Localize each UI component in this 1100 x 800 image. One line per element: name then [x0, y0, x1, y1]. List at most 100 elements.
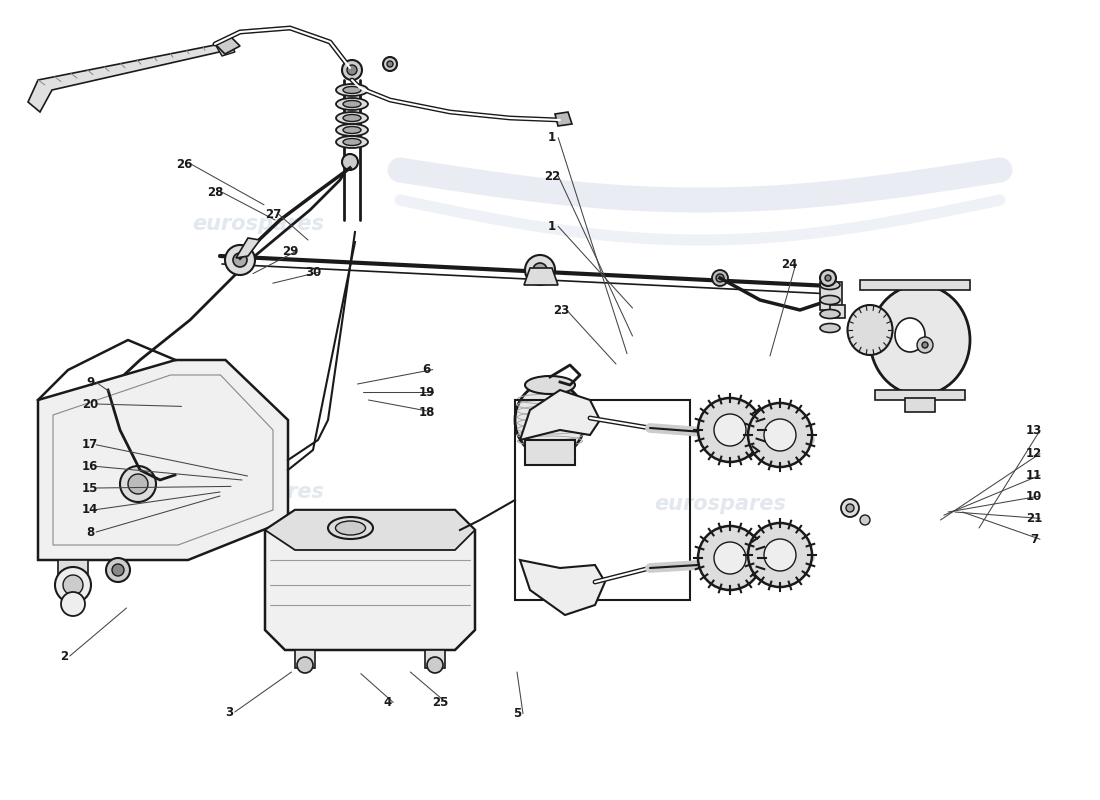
Circle shape	[534, 263, 547, 277]
Ellipse shape	[336, 124, 368, 136]
Text: 1: 1	[548, 220, 557, 233]
Text: 2: 2	[59, 650, 68, 662]
Circle shape	[387, 61, 393, 67]
Circle shape	[748, 523, 812, 587]
Circle shape	[233, 253, 248, 267]
Circle shape	[698, 398, 762, 462]
Circle shape	[128, 474, 148, 494]
Polygon shape	[39, 360, 288, 560]
Polygon shape	[214, 36, 240, 54]
Ellipse shape	[870, 285, 970, 395]
Circle shape	[346, 65, 358, 75]
Text: 9: 9	[86, 376, 95, 389]
Circle shape	[714, 542, 746, 574]
Polygon shape	[58, 560, 88, 585]
Text: 14: 14	[82, 503, 98, 516]
Circle shape	[842, 499, 859, 517]
Polygon shape	[556, 112, 572, 126]
Text: 1: 1	[548, 131, 557, 144]
Circle shape	[716, 274, 724, 282]
Circle shape	[427, 657, 443, 673]
Text: 23: 23	[553, 304, 569, 317]
Polygon shape	[265, 510, 475, 650]
Text: 5: 5	[513, 707, 521, 720]
Polygon shape	[425, 650, 446, 668]
Text: 22: 22	[544, 170, 560, 182]
Text: eurospares: eurospares	[192, 214, 324, 234]
Circle shape	[226, 245, 255, 275]
Ellipse shape	[525, 376, 575, 394]
Polygon shape	[860, 280, 970, 290]
Text: eurospares: eurospares	[654, 494, 786, 514]
Circle shape	[120, 466, 156, 502]
Circle shape	[714, 414, 746, 446]
Circle shape	[825, 275, 830, 281]
Polygon shape	[28, 44, 228, 112]
Circle shape	[60, 592, 85, 616]
Polygon shape	[525, 440, 575, 465]
Ellipse shape	[820, 310, 840, 318]
Text: 15: 15	[82, 482, 98, 494]
Circle shape	[860, 515, 870, 525]
Text: 21: 21	[1026, 512, 1042, 525]
Ellipse shape	[343, 126, 361, 134]
Ellipse shape	[820, 295, 840, 305]
Circle shape	[525, 255, 556, 285]
Polygon shape	[520, 560, 605, 615]
Circle shape	[383, 57, 397, 71]
Text: 4: 4	[383, 696, 392, 709]
Circle shape	[112, 564, 124, 576]
Polygon shape	[830, 305, 845, 318]
Circle shape	[820, 270, 836, 286]
Circle shape	[342, 60, 362, 80]
Text: 12: 12	[1026, 447, 1042, 460]
Circle shape	[698, 526, 762, 590]
Ellipse shape	[895, 318, 925, 352]
Ellipse shape	[336, 98, 368, 110]
Circle shape	[764, 539, 796, 571]
Ellipse shape	[343, 138, 361, 146]
Polygon shape	[520, 390, 600, 440]
Circle shape	[63, 575, 82, 595]
Text: 20: 20	[82, 398, 98, 410]
Circle shape	[106, 558, 130, 582]
Polygon shape	[905, 398, 935, 412]
Polygon shape	[820, 282, 842, 310]
Text: 13: 13	[1026, 424, 1042, 437]
Circle shape	[917, 337, 933, 353]
Ellipse shape	[847, 305, 892, 355]
Polygon shape	[295, 650, 315, 668]
Circle shape	[764, 419, 796, 451]
Text: 10: 10	[1026, 490, 1042, 502]
Polygon shape	[874, 390, 965, 400]
Ellipse shape	[343, 114, 361, 122]
Text: 26: 26	[177, 158, 192, 170]
Circle shape	[922, 342, 928, 348]
Ellipse shape	[343, 86, 361, 94]
Text: 18: 18	[419, 406, 435, 418]
Text: 24: 24	[782, 258, 797, 270]
Ellipse shape	[328, 517, 373, 539]
Text: 29: 29	[283, 245, 298, 258]
Circle shape	[342, 154, 358, 170]
Ellipse shape	[336, 84, 368, 96]
Text: 3: 3	[224, 706, 233, 718]
Polygon shape	[236, 238, 260, 258]
Circle shape	[712, 270, 728, 286]
Polygon shape	[214, 40, 235, 56]
Polygon shape	[265, 510, 475, 550]
Text: 17: 17	[82, 438, 98, 451]
Circle shape	[297, 657, 313, 673]
Ellipse shape	[336, 521, 365, 535]
Circle shape	[846, 504, 854, 512]
Ellipse shape	[336, 136, 368, 148]
Ellipse shape	[343, 101, 361, 107]
Text: 8: 8	[86, 526, 95, 538]
Text: 25: 25	[432, 696, 448, 709]
Polygon shape	[524, 268, 558, 285]
Ellipse shape	[515, 382, 585, 458]
Text: 6: 6	[422, 363, 431, 376]
Text: 19: 19	[419, 386, 435, 398]
Text: eurospares: eurospares	[192, 482, 324, 502]
Text: 27: 27	[265, 208, 280, 221]
